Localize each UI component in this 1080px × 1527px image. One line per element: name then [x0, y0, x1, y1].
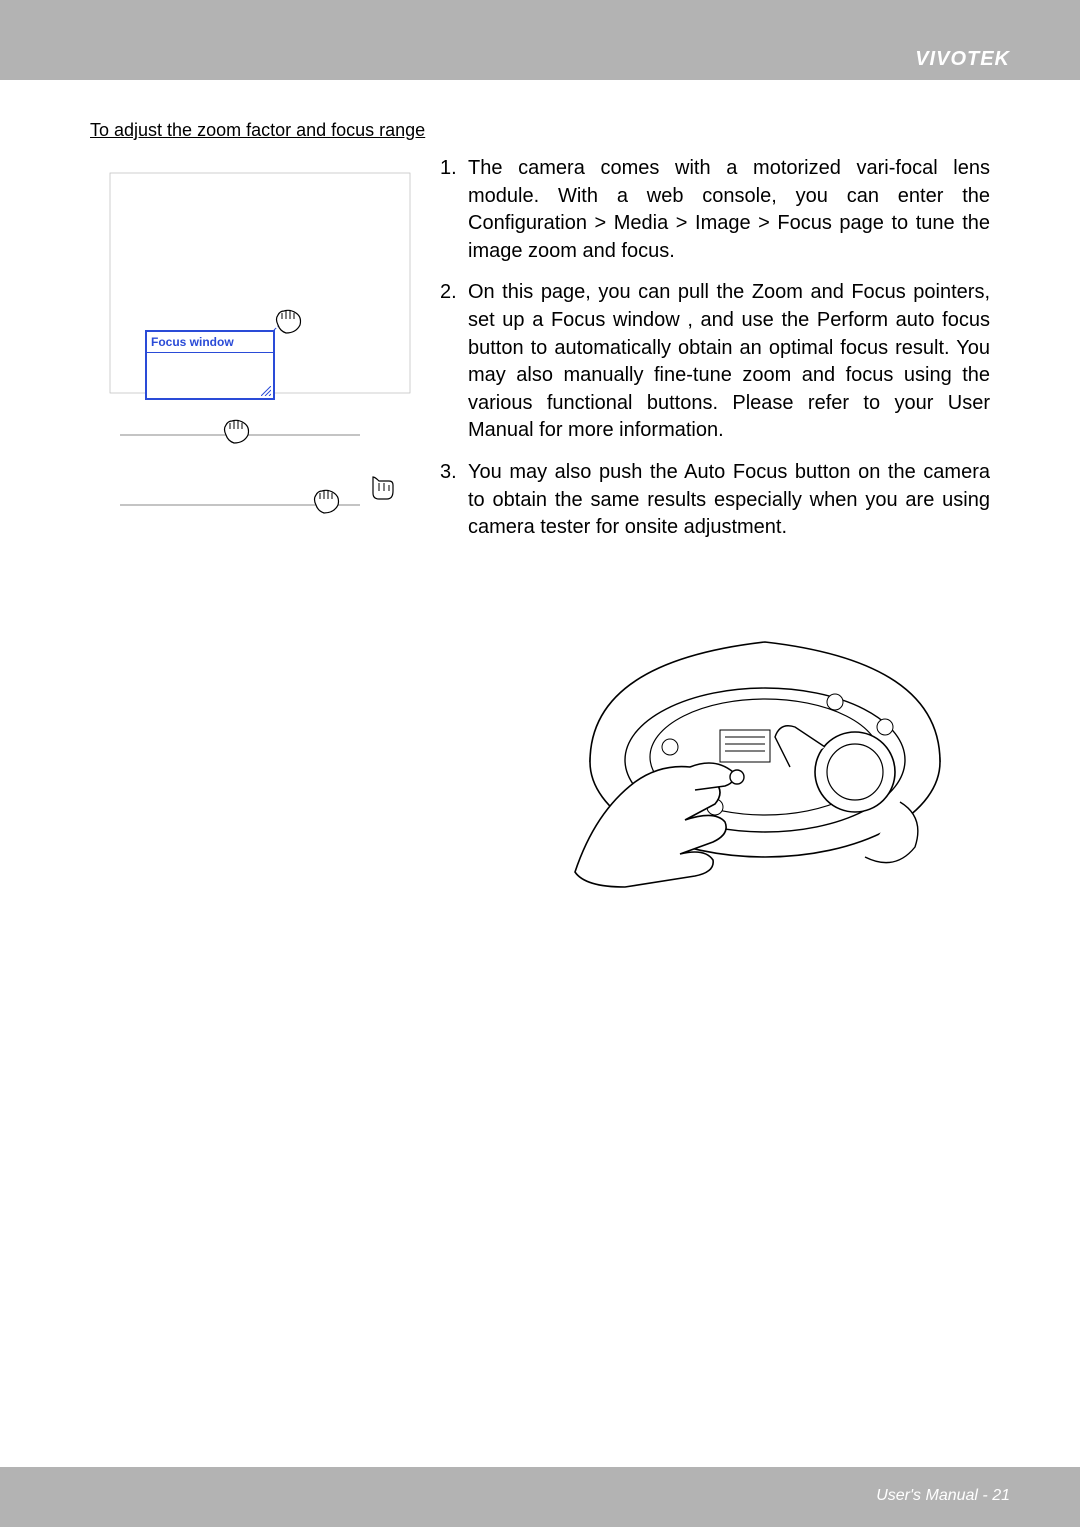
- step-text: The camera comes with a motorized vari-f…: [468, 155, 990, 265]
- focus-window-box: Focus window: [145, 330, 275, 400]
- pointer-cursor-icon: [373, 477, 393, 499]
- step-number: 2.: [440, 279, 468, 445]
- camera-illustration: [530, 572, 990, 897]
- list-item: 3. You may also push the Auto Focus butt…: [440, 459, 990, 542]
- grab-cursor-icon: [225, 420, 249, 443]
- right-text: 1. The camera comes with a motorized var…: [430, 155, 990, 897]
- resize-handle-icon: [261, 386, 271, 396]
- footer-text: User's Manual - 21: [876, 1487, 1010, 1505]
- step-number: 3.: [440, 459, 468, 542]
- step-number: 1.: [440, 155, 468, 265]
- list-item: 1. The camera comes with a motorized var…: [440, 155, 990, 265]
- grab-cursor-icon: [272, 305, 308, 341]
- grab-cursor-icon: [315, 490, 339, 513]
- focus-window-label: Focus window: [147, 332, 273, 353]
- step-text: You may also push the Auto Focus button …: [468, 459, 990, 542]
- page-content: To adjust the zoom factor and focus rang…: [0, 120, 1080, 897]
- list-item: 2. On this page, you can pull the Zoom a…: [440, 279, 990, 445]
- left-diagram: Focus window: [90, 155, 430, 575]
- section-title: To adjust the zoom factor and focus rang…: [90, 120, 990, 141]
- header-band: VIVOTEK: [0, 0, 1080, 80]
- header-brand: VIVOTEK: [915, 48, 1010, 71]
- footer-band: User's Manual - 21: [0, 1467, 1080, 1527]
- step-text: On this page, you can pull the Zoom and …: [468, 279, 990, 445]
- columns: Focus window 1. The camera comes with a …: [90, 155, 990, 897]
